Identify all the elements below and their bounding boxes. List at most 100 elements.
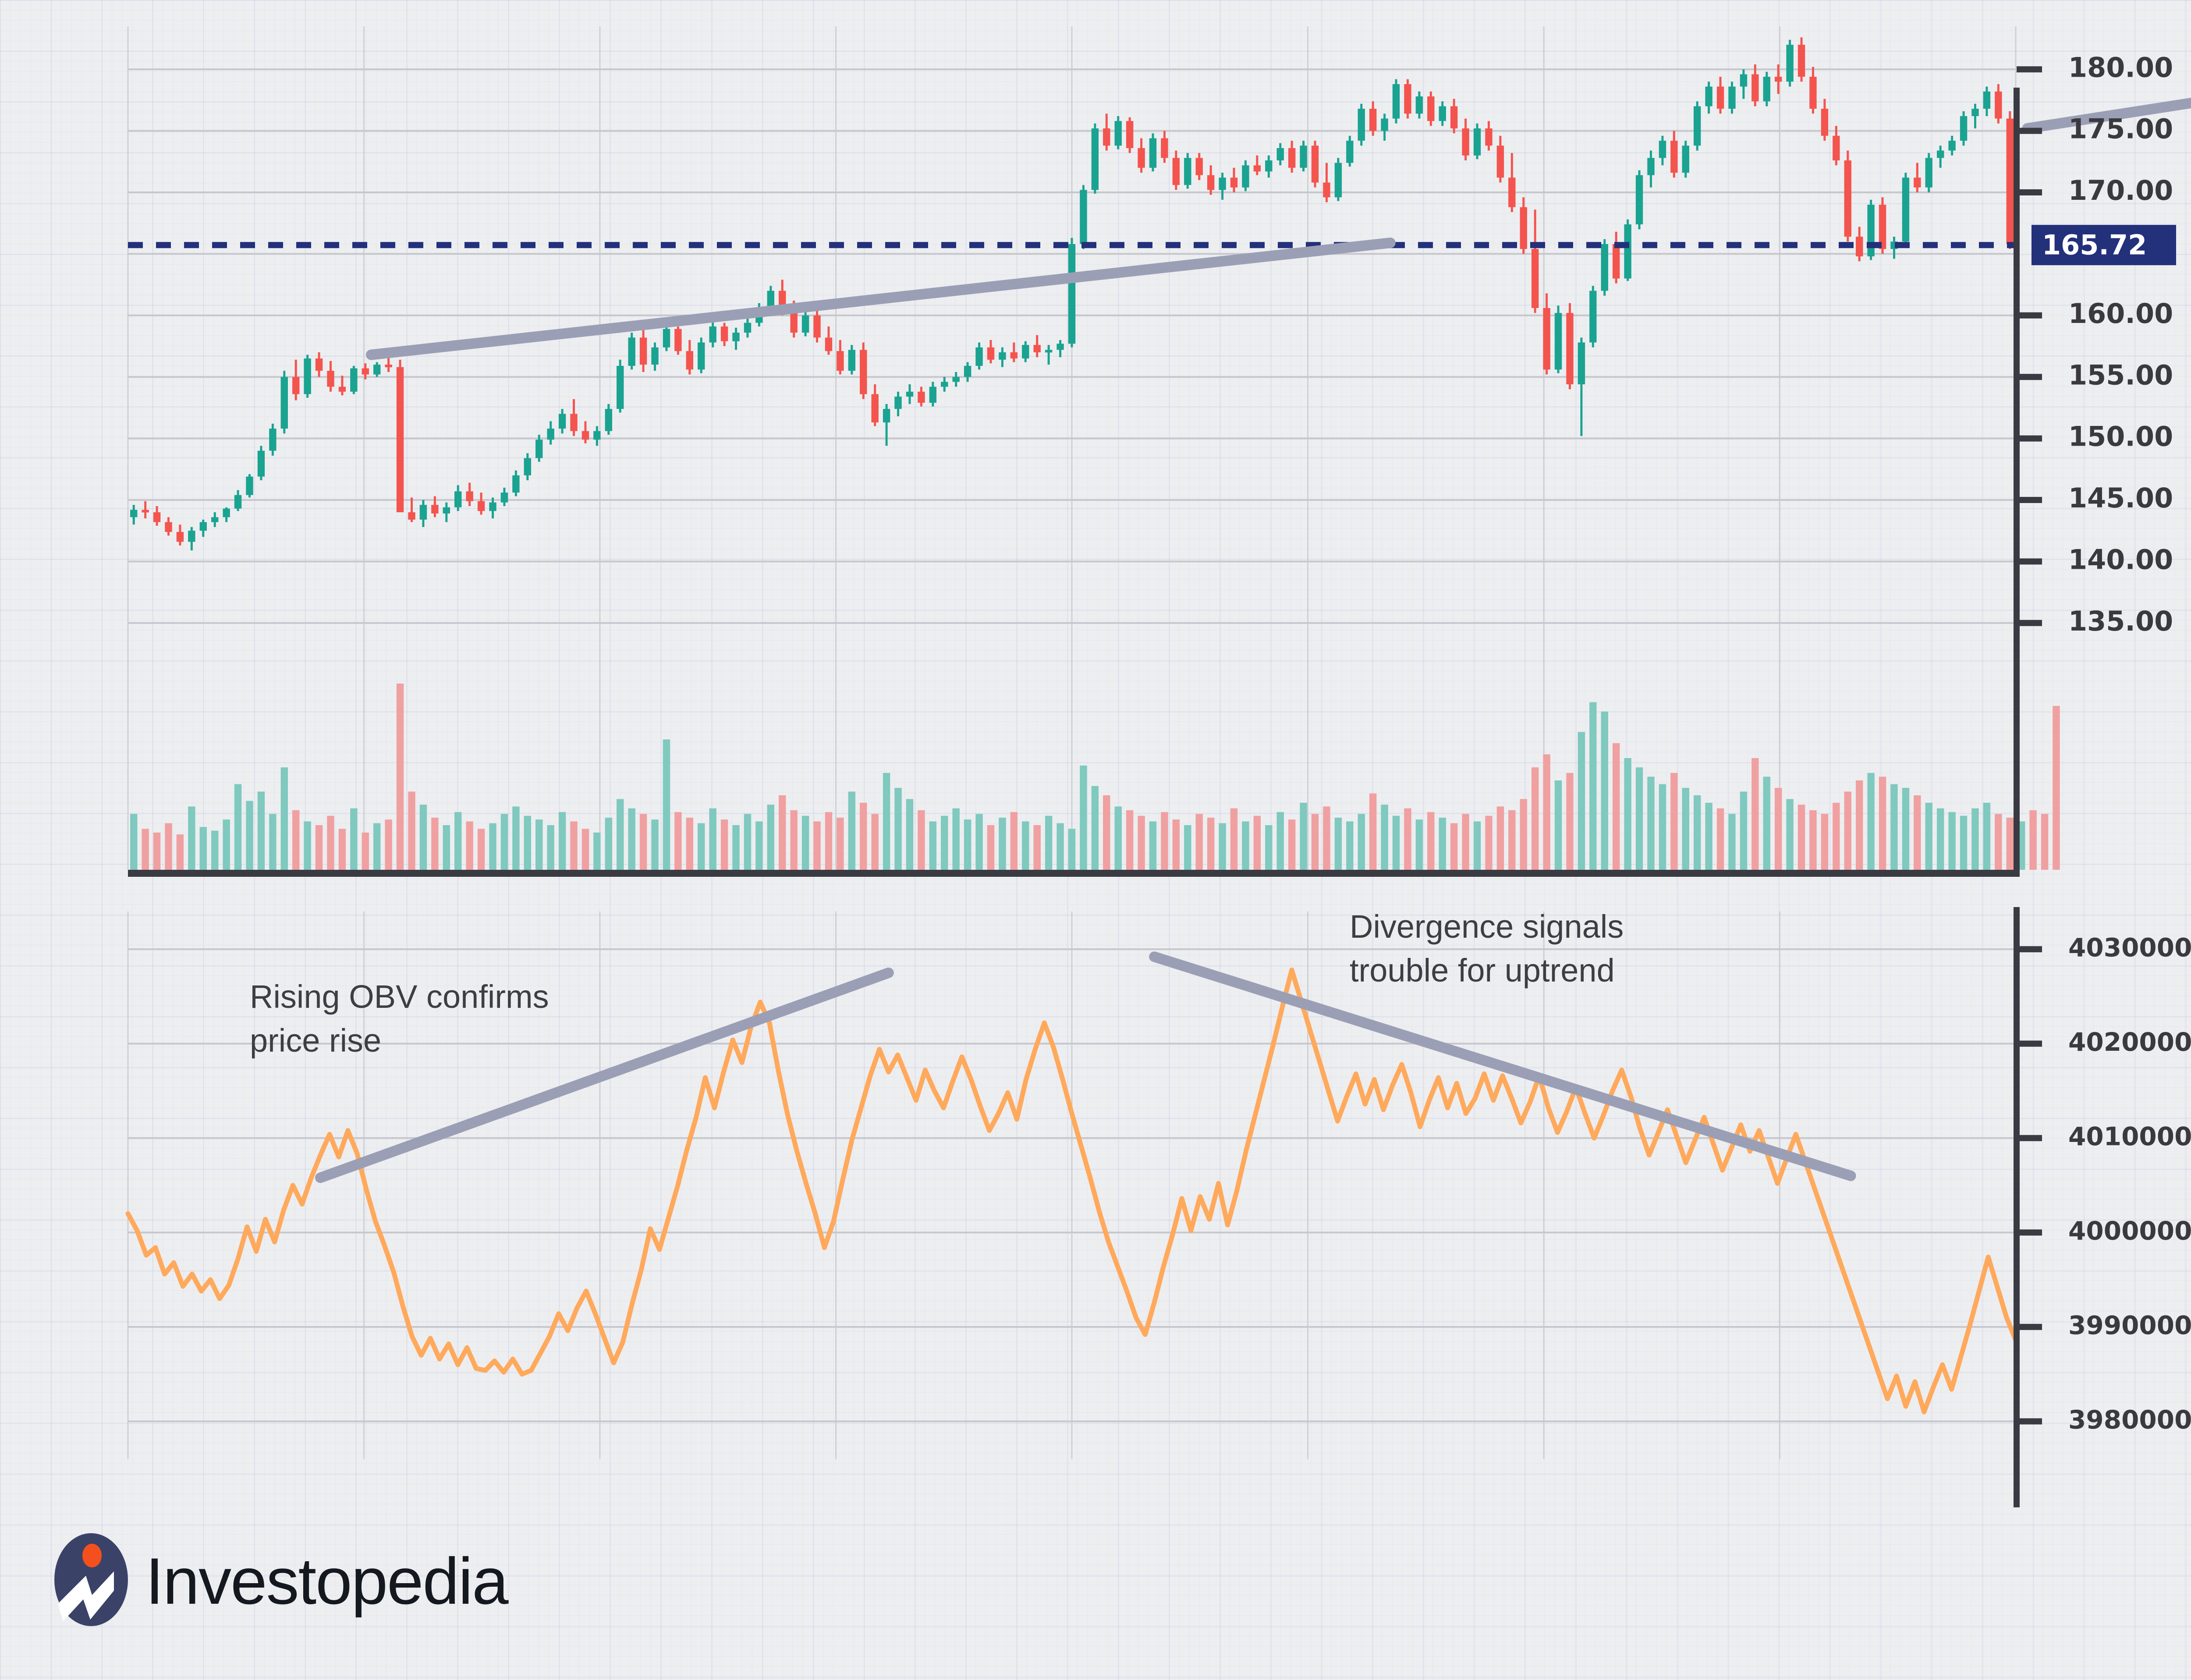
volume-bar xyxy=(130,814,138,870)
volume-bar xyxy=(883,773,890,870)
volume-bar xyxy=(188,806,195,870)
volume-bar xyxy=(848,791,856,870)
volume-bar xyxy=(1103,795,1110,870)
candle-body xyxy=(280,377,288,429)
volume-bar xyxy=(1346,821,1354,870)
candle-body xyxy=(1057,344,1064,350)
candle-body xyxy=(1659,141,1666,158)
volume-bar xyxy=(2006,818,2014,870)
candle-body xyxy=(188,531,195,542)
volume-bar xyxy=(860,803,867,870)
volume-bar xyxy=(1323,806,1330,870)
volume-bar xyxy=(524,815,532,870)
volume-bar xyxy=(234,784,242,870)
candle-body xyxy=(454,491,462,507)
volume-bar xyxy=(2018,821,2025,870)
volume-bar xyxy=(1149,821,1157,870)
volume-bar xyxy=(1659,784,1666,870)
candle-body xyxy=(1786,45,1794,82)
volume-bar xyxy=(837,818,844,870)
volume-bar xyxy=(1797,805,1805,870)
annotation-obv-confirm-line1: Rising OBV confirms xyxy=(250,978,549,1015)
candle-body xyxy=(1392,84,1400,119)
volume-bar xyxy=(1763,776,1770,870)
candle-body xyxy=(1833,135,1840,161)
falling-obv-trendline xyxy=(1149,951,1856,1181)
volume-bar xyxy=(246,801,253,870)
volume-bar xyxy=(720,819,728,870)
candle-body xyxy=(651,347,659,365)
volume-bar xyxy=(1867,773,1875,870)
volume-bar xyxy=(1531,767,1539,870)
volume-bar xyxy=(663,739,670,870)
candle-body xyxy=(396,367,404,513)
candle-body xyxy=(1635,175,1643,225)
volume-bar xyxy=(651,819,659,870)
logo-bolt-icon xyxy=(58,1571,114,1621)
volume-bar xyxy=(1751,758,1759,870)
candle-body xyxy=(431,505,439,514)
volume-bar xyxy=(1635,767,1643,870)
volume-bar xyxy=(964,819,971,870)
candle-body xyxy=(1543,308,1550,370)
price-tick-label: 170.00 xyxy=(2068,174,2173,206)
volume-bar xyxy=(975,814,983,870)
volume-bar xyxy=(2029,810,2037,870)
volume-bar xyxy=(1971,808,1979,870)
candle-body xyxy=(767,291,775,308)
candle-body xyxy=(1844,160,1851,237)
volume-bar xyxy=(315,825,323,870)
volume-bar xyxy=(1195,814,1203,870)
candle-body xyxy=(1300,145,1307,168)
volume-bar xyxy=(1450,823,1458,870)
candle-body xyxy=(1937,150,1944,158)
volume-bar xyxy=(1995,814,2002,870)
volume-bar xyxy=(581,829,589,870)
candle-body xyxy=(837,351,844,371)
volume-bar xyxy=(1080,766,1087,870)
price-tick-label: 135.00 xyxy=(2068,605,2173,637)
volume-bar xyxy=(1369,793,1377,870)
candle-body xyxy=(663,329,670,347)
volume-bar xyxy=(825,812,833,870)
candle-body xyxy=(385,365,392,368)
volume-bar xyxy=(813,821,821,870)
volume-bar xyxy=(1207,818,1215,870)
candle-body xyxy=(1022,345,1029,359)
price-tick-label: 150.00 xyxy=(2068,421,2173,453)
candle-body xyxy=(512,475,520,493)
volume-bar xyxy=(1520,799,1527,870)
candle-body xyxy=(1068,244,1076,344)
candle-body xyxy=(2006,118,2014,244)
volume-bar xyxy=(419,805,427,870)
volume-bar xyxy=(408,791,415,870)
volume-bar xyxy=(396,684,404,870)
volume-bar xyxy=(1057,823,1064,870)
candle-body xyxy=(825,337,833,351)
candle-body xyxy=(1589,291,1597,343)
volume-bar xyxy=(431,818,439,870)
candle-body xyxy=(674,329,682,351)
price-tick-label: 145.00 xyxy=(2068,482,2173,514)
candle-body xyxy=(500,493,508,503)
candle-body xyxy=(1496,145,1504,178)
volume-bar xyxy=(223,819,230,870)
candle-body xyxy=(1253,165,1261,172)
candle-body xyxy=(1172,158,1180,185)
candle-body xyxy=(860,350,867,394)
candle-body xyxy=(1207,175,1215,190)
volume-bar xyxy=(1311,814,1319,870)
candle-body xyxy=(524,458,532,475)
volume-bar xyxy=(362,833,369,870)
current-price-badge-label: 165.72 xyxy=(2042,229,2147,261)
volume-bar xyxy=(269,814,277,870)
candle-body xyxy=(1404,84,1411,114)
candle-body xyxy=(1856,237,1863,257)
volume-bar xyxy=(1508,810,1516,870)
candle-body xyxy=(581,431,589,440)
volume-bar xyxy=(338,829,346,870)
volume-bar xyxy=(1740,791,1748,870)
candle-body xyxy=(292,377,300,394)
candle-body xyxy=(1763,77,1770,102)
